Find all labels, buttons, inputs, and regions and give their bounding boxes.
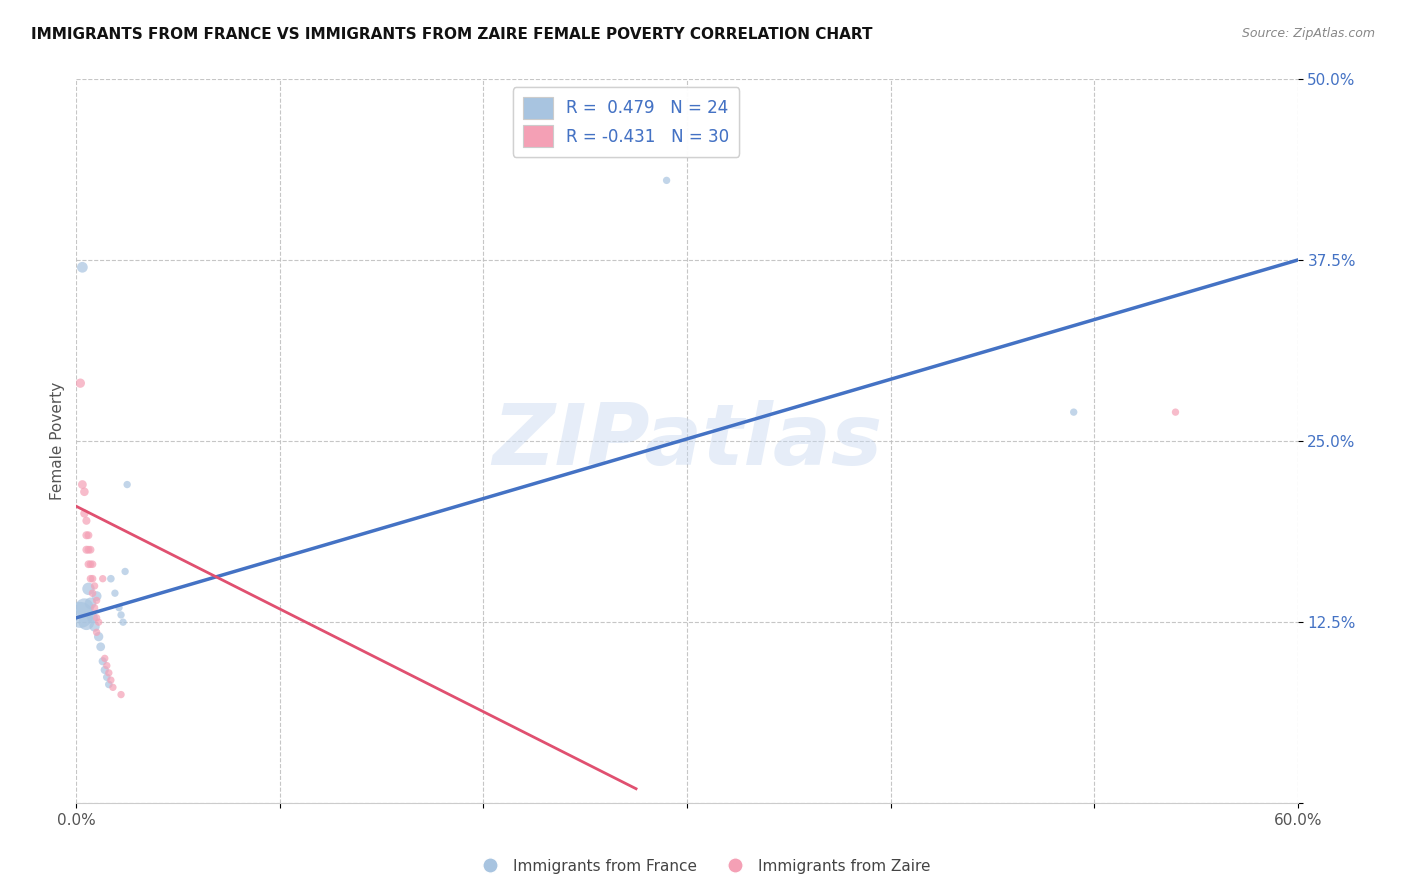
Point: [108, 600, 131, 615]
Point: [82, 586, 104, 600]
Point: [104, 586, 127, 600]
Text: Source: ZipAtlas.com: Source: ZipAtlas.com: [1241, 27, 1375, 40]
Point: [101, 681, 124, 695]
Point: [97, 665, 120, 680]
Point: [90, 640, 112, 654]
Point: [79, 572, 101, 586]
Point: [87, 630, 110, 644]
Point: [83, 579, 105, 593]
Point: [79, 558, 101, 572]
Point: [79, 596, 101, 610]
Point: [115, 477, 138, 491]
Point: [75, 542, 97, 557]
Point: [100, 572, 122, 586]
Text: IMMIGRANTS FROM FRANCE VS IMMIGRANTS FROM ZAIRE FEMALE POVERTY CORRELATION CHART: IMMIGRANTS FROM FRANCE VS IMMIGRANTS FRO…: [31, 27, 873, 42]
Point: [86, 611, 108, 625]
Point: [77, 582, 100, 596]
Point: [96, 658, 118, 673]
Legend: R =  0.479   N = 24, R = -0.431   N = 30: R = 0.479 N = 24, R = -0.431 N = 30: [513, 87, 740, 157]
Point: [83, 619, 105, 633]
Point: [110, 688, 132, 702]
Point: [72, 260, 94, 275]
Y-axis label: Female Poverty: Female Poverty: [51, 382, 65, 500]
Point: [75, 615, 97, 629]
Point: [83, 600, 105, 615]
Point: [655, 173, 678, 187]
Point: [112, 615, 135, 629]
Point: [82, 558, 104, 572]
Point: [1063, 405, 1085, 419]
Point: [73, 484, 96, 499]
Point: [1164, 405, 1187, 419]
Point: [69, 376, 91, 391]
Point: [96, 670, 118, 684]
Point: [77, 542, 100, 557]
Point: [94, 663, 117, 677]
Point: [77, 528, 100, 542]
Point: [82, 572, 104, 586]
Point: [75, 514, 97, 528]
Point: [79, 542, 101, 557]
Point: [86, 593, 108, 607]
Point: [77, 558, 100, 572]
Point: [91, 654, 114, 668]
Text: ZIPatlas: ZIPatlas: [492, 400, 882, 483]
Point: [73, 600, 96, 615]
Point: [86, 625, 108, 640]
Point: [87, 615, 110, 629]
Point: [97, 677, 120, 691]
Point: [82, 611, 104, 625]
Point: [110, 607, 132, 622]
Point: [73, 507, 96, 521]
Point: [69, 607, 91, 622]
Point: [100, 673, 122, 687]
Point: [91, 572, 114, 586]
Point: [86, 589, 108, 603]
Point: [72, 477, 94, 491]
Point: [94, 651, 117, 665]
Legend: Immigrants from France, Immigrants from Zaire: Immigrants from France, Immigrants from …: [470, 853, 936, 880]
Point: [114, 565, 136, 579]
Point: [75, 528, 97, 542]
